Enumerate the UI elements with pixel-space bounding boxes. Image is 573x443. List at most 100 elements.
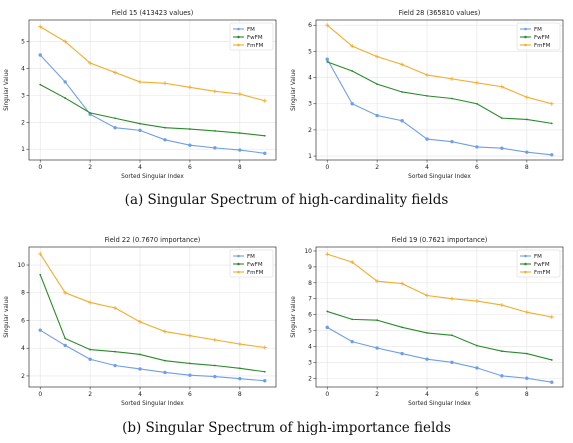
y-tick-label: 10 — [17, 262, 25, 269]
y-tick-label: 8 — [308, 280, 312, 287]
data-point — [38, 24, 43, 29]
data-point — [262, 98, 267, 103]
x-tick-label: 8 — [238, 391, 242, 398]
data-point — [163, 370, 167, 375]
data-point — [499, 303, 504, 308]
data-point — [189, 128, 191, 130]
data-point — [326, 310, 329, 313]
data-point — [401, 326, 403, 329]
data-point — [88, 300, 93, 305]
data-point — [325, 252, 330, 257]
data-point — [88, 357, 92, 361]
legend-label-fwfm: FwFM — [247, 35, 263, 41]
data-point — [113, 363, 117, 368]
legend: FM FwFM FmFM — [516, 22, 561, 51]
data-point — [263, 379, 267, 383]
series-fwfm — [39, 83, 266, 137]
data-point — [525, 376, 529, 380]
data-point — [238, 132, 241, 134]
y-tick-label: 6 — [308, 22, 312, 29]
legend-marker — [524, 35, 527, 39]
x-tick-label: 2 — [375, 164, 379, 171]
data-point — [376, 83, 379, 86]
x-axis-label: Sorted Singular Index — [121, 174, 184, 180]
data-point — [262, 345, 267, 350]
series-line-fm — [39, 54, 265, 154]
data-point — [400, 62, 405, 67]
data-point — [450, 139, 454, 144]
y-tick-label: 3 — [308, 359, 312, 366]
legend-marker — [237, 262, 240, 266]
data-point — [350, 339, 354, 344]
legend-label-fm: FM — [534, 254, 542, 260]
data-point — [213, 374, 217, 379]
data-point — [500, 350, 503, 353]
data-point — [450, 360, 454, 365]
data-point — [550, 122, 553, 125]
series-fm — [38, 53, 267, 155]
chart-field-22: Field 22 (0.7670 importance) 0 2 4 6 8 2 4 6 8 10 S… — [4, 236, 277, 407]
data-point — [238, 148, 242, 152]
data-point — [524, 95, 529, 100]
legend-marker — [237, 270, 240, 274]
data-point — [212, 337, 217, 342]
x-tick-label: 4 — [138, 164, 142, 171]
data-point — [187, 333, 192, 338]
data-point — [500, 146, 504, 150]
legend-label-fwfm: FwFM — [247, 262, 263, 268]
data-point — [375, 279, 380, 284]
legend-marker — [237, 27, 240, 31]
x-tick-label: 0 — [325, 391, 329, 398]
data-point — [114, 350, 116, 353]
data-point — [426, 332, 428, 334]
data-point — [351, 318, 354, 321]
legend-marker — [524, 254, 527, 258]
series-fwfm — [326, 310, 553, 361]
data-point — [350, 260, 355, 265]
x-tick-label: 6 — [475, 391, 479, 398]
series-fm — [325, 57, 554, 157]
data-point — [476, 102, 478, 105]
y-tick-label: 4 — [308, 343, 312, 350]
data-point — [500, 374, 504, 378]
chart-panel-field-28: Field 28 (365810 values) 0 2 4 6 8 1 2 3 4 5 6 Sorte… — [287, 4, 573, 194]
data-point — [451, 97, 453, 100]
series-fwfm — [326, 60, 553, 125]
chart-title: Field 28 (365810 values) — [399, 9, 481, 17]
data-point — [162, 81, 167, 86]
x-tick-label: 2 — [375, 391, 379, 398]
data-point — [113, 70, 118, 75]
y-tick-label: 1 — [21, 146, 25, 153]
data-point — [451, 334, 453, 337]
data-point — [549, 101, 554, 106]
x-axis-label: Sorted Singular Index — [408, 174, 471, 180]
x-tick-label: 8 — [525, 391, 529, 398]
plot-frame — [28, 19, 277, 161]
series-line-fwfm — [39, 84, 265, 137]
x-tick-label: 8 — [525, 164, 529, 171]
x-axis-label: Sorted Singular Index — [121, 401, 184, 407]
caption-b: (b) Singular Spectrum of high-importance… — [122, 420, 451, 436]
y-axis-label: Singular Value — [4, 69, 10, 111]
data-point — [89, 111, 92, 114]
data-point — [375, 54, 380, 59]
data-point — [375, 113, 379, 118]
data-point — [238, 367, 241, 370]
data-point — [525, 352, 528, 355]
data-point — [263, 134, 266, 137]
legend-label-fmfm: FmFM — [534, 43, 551, 49]
y-tick-label: 5 — [308, 48, 312, 55]
chart-field-15: Field 15 (413423 values) 0 2 4 6 8 1 2 3 4 5 Sorted… — [4, 9, 277, 180]
data-point — [263, 370, 266, 373]
series-line-fwfm — [327, 61, 552, 124]
data-point — [426, 94, 428, 97]
data-point — [475, 145, 479, 149]
y-tick-label: 7 — [308, 296, 312, 303]
data-point — [401, 91, 403, 93]
legend: FM FwFM FmFM — [516, 249, 561, 278]
data-point — [400, 281, 405, 286]
data-point — [213, 364, 216, 367]
chart-field-28: Field 28 (365810 values) 0 2 4 6 8 1 2 3 4 5 6 Sorte… — [291, 9, 564, 180]
legend-box — [516, 249, 561, 278]
y-tick-label: 6 — [308, 312, 312, 319]
